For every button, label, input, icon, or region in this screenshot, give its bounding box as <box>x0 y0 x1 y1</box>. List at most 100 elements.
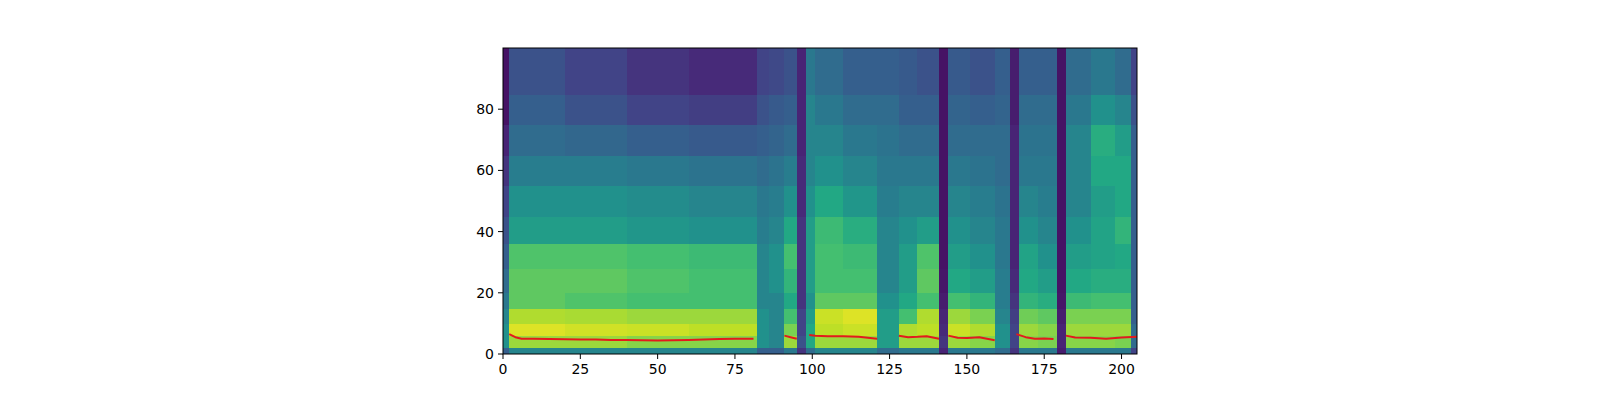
heatmap-cell <box>784 323 797 336</box>
heatmap-cell <box>1115 125 1131 156</box>
heatmap-cell <box>784 308 797 324</box>
heatmap-cell <box>1019 155 1038 186</box>
heatmap-cell <box>948 293 970 309</box>
heatmap-cell <box>917 268 939 293</box>
heatmap-cell <box>1115 155 1131 186</box>
heatmap-cell <box>503 186 510 217</box>
heatmap-cell <box>939 268 949 293</box>
x-tick-label: 150 <box>954 361 981 377</box>
heatmap-cell <box>1038 94 1057 125</box>
x-tick-label: 50 <box>649 361 667 377</box>
heatmap-cell <box>806 308 816 324</box>
x-tick <box>1044 354 1045 359</box>
heatmap-cell <box>784 348 797 354</box>
y-tick <box>498 354 503 355</box>
heatmap-cell <box>769 268 785 293</box>
heatmap-cell <box>948 94 970 125</box>
heatmap-cell <box>1066 155 1091 186</box>
heatmap-cell <box>509 186 565 217</box>
heatmap-cell <box>1131 94 1137 125</box>
heatmap-cell <box>509 216 565 244</box>
heatmap-cell <box>1010 216 1020 244</box>
heatmap-cell <box>1066 125 1091 156</box>
heatmap-cell <box>1091 186 1116 217</box>
heatmap-cell <box>797 155 807 186</box>
heatmap-cell <box>806 94 816 125</box>
heatmap-cell <box>806 125 816 156</box>
heatmap-cell <box>769 48 785 95</box>
heatmap-cell <box>689 125 758 156</box>
heatmap-cell <box>1057 268 1067 293</box>
heatmap-cell <box>689 293 758 309</box>
heatmap-cell <box>509 323 565 336</box>
x-tick <box>734 354 735 359</box>
heatmap-cell <box>1057 348 1067 354</box>
heatmap-cell <box>843 244 878 269</box>
heatmap-cell <box>917 323 939 336</box>
heatmap-cell <box>503 336 510 349</box>
heatmap-cell <box>769 94 785 125</box>
heatmap-cell <box>565 268 627 293</box>
heatmap-cell <box>1131 268 1137 293</box>
heatmap-cell <box>1010 336 1020 349</box>
heatmap-cell <box>627 268 689 293</box>
heatmap-cell <box>565 348 627 354</box>
heatmap-cell <box>970 186 995 217</box>
heatmap-cell <box>784 186 797 217</box>
heatmap-cell <box>689 94 758 125</box>
heatmap-cell <box>995 186 1011 217</box>
heatmap-cell <box>769 336 785 349</box>
heatmap-cell <box>1019 125 1038 156</box>
y-tick-label: 80 <box>476 101 494 117</box>
heatmap-cell <box>797 308 807 324</box>
heatmap-cell <box>1038 323 1057 336</box>
heatmap-cell <box>689 336 758 349</box>
heatmap-cell <box>689 268 758 293</box>
y-tick-label: 0 <box>485 346 494 362</box>
heatmap-cell <box>1066 216 1091 244</box>
heatmap-cell <box>689 323 758 336</box>
heatmap-cell <box>797 323 807 336</box>
heatmap-cell <box>1019 323 1038 336</box>
heatmap-cell <box>815 94 843 125</box>
heatmap-cell <box>784 244 797 269</box>
heatmap-cell <box>797 348 807 354</box>
heatmap-cell <box>1019 186 1038 217</box>
heatmap-cell <box>1057 125 1067 156</box>
heatmap-cell <box>970 155 995 186</box>
heatmap-cell <box>565 336 627 349</box>
heatmap-cell <box>1131 244 1137 269</box>
heatmap-cell <box>877 216 899 244</box>
heatmap-cell <box>877 94 899 125</box>
heatmap-cell <box>769 186 785 217</box>
heatmap-cell <box>503 348 510 354</box>
heatmap-cell <box>1091 244 1116 269</box>
heatmap-cell <box>899 348 918 354</box>
heatmap-cell <box>1115 268 1131 293</box>
heatmap-cell <box>1019 244 1038 269</box>
x-tick <box>503 354 504 359</box>
heatmap-cell <box>797 94 807 125</box>
heatmap-cell <box>843 323 878 336</box>
heatmap-cell <box>815 186 843 217</box>
heatmap-cell <box>1091 268 1116 293</box>
heatmap-cell <box>769 125 785 156</box>
x-tick-label: 25 <box>571 361 589 377</box>
heatmap-cell <box>1038 186 1057 217</box>
heatmap-cell <box>948 48 970 95</box>
heatmap-cell <box>1066 348 1091 354</box>
heatmap-cell <box>1115 48 1131 95</box>
heatmap-cell <box>1057 48 1067 95</box>
heatmap-cell <box>757 216 770 244</box>
heatmap-cell <box>948 268 970 293</box>
heatmap-cell <box>1019 308 1038 324</box>
heatmap-cell <box>917 94 939 125</box>
heatmap-cell <box>1115 244 1131 269</box>
heatmap-cell <box>509 348 565 354</box>
heatmap-cell <box>1115 323 1131 336</box>
heatmap-cell <box>899 48 918 95</box>
heatmap-cell <box>1091 94 1116 125</box>
heatmap-cell <box>939 308 949 324</box>
heatmap-cell <box>757 125 770 156</box>
heatmap-cell <box>995 216 1011 244</box>
